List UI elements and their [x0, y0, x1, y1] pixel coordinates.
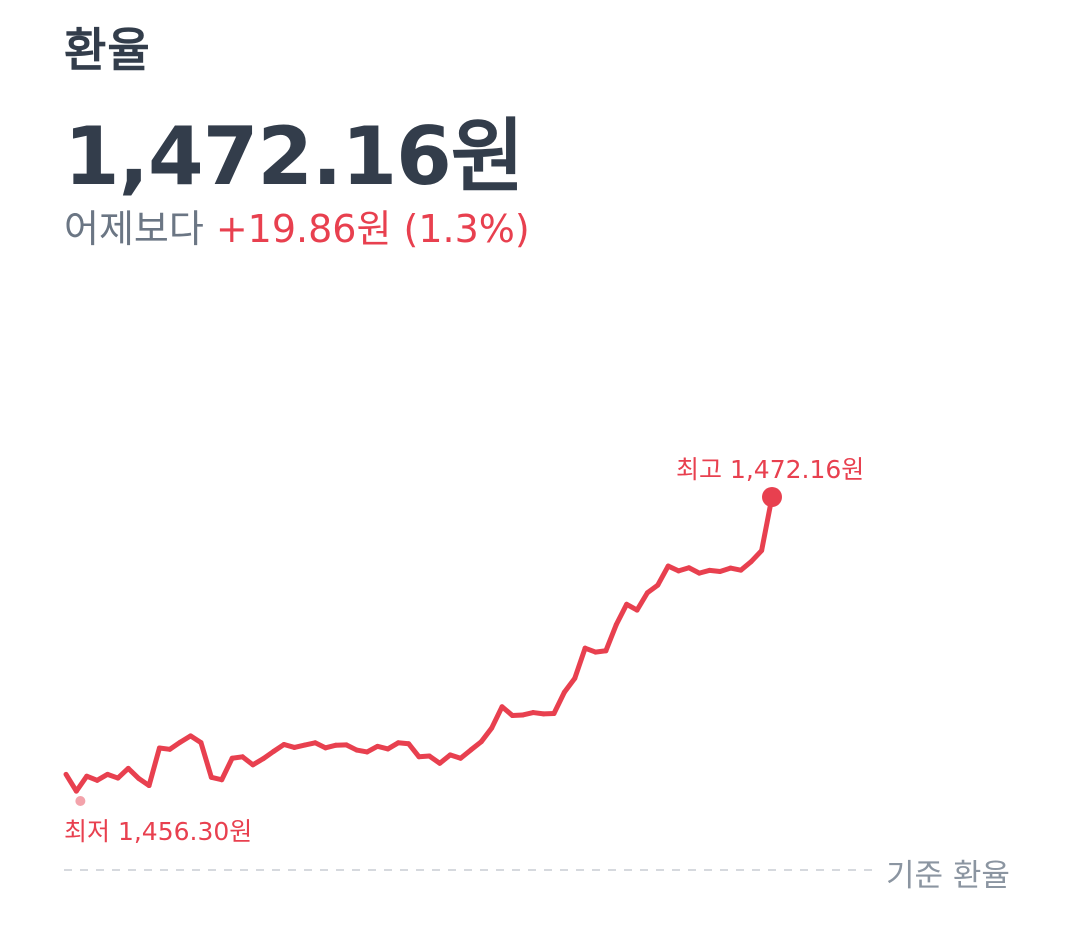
high-point-marker: [762, 487, 782, 507]
change-value: +19.86원 (1.3%): [215, 207, 530, 251]
low-label: 최저 1,456.30원: [64, 817, 253, 846]
rate-line-segment: [748, 548, 765, 565]
rate-line-segment: [561, 675, 578, 695]
rate-line-segment: [572, 645, 588, 681]
rate-line-segment: [655, 563, 671, 588]
rate-line-segment: [634, 590, 650, 613]
page-title: 환율: [64, 23, 151, 77]
rate-line-segment: [198, 740, 214, 780]
rate-line-segment: [406, 741, 422, 760]
rate-line-segment: [478, 725, 495, 745]
baseline-label: 기준 환율: [886, 858, 1010, 894]
rate-line-segment: [613, 601, 630, 628]
rate-line-segment: [219, 755, 235, 783]
rate-line-segment: [551, 689, 567, 716]
rate-series: [63, 494, 775, 794]
rate-line-segment: [63, 771, 79, 794]
rate-line-segment: [73, 773, 90, 794]
rate-line-segment: [489, 704, 505, 731]
change-label: 어제보다: [64, 207, 204, 251]
high-label: 최고 1,472.16원: [676, 455, 865, 484]
exchange-rate-value: 1,472.16원: [64, 110, 524, 203]
low-point-marker: [75, 796, 86, 806]
daily-change: 어제보다 +19.86원 (1.3%): [64, 198, 530, 253]
rate-line-segment: [603, 622, 619, 654]
rate-line-segment: [146, 745, 162, 789]
